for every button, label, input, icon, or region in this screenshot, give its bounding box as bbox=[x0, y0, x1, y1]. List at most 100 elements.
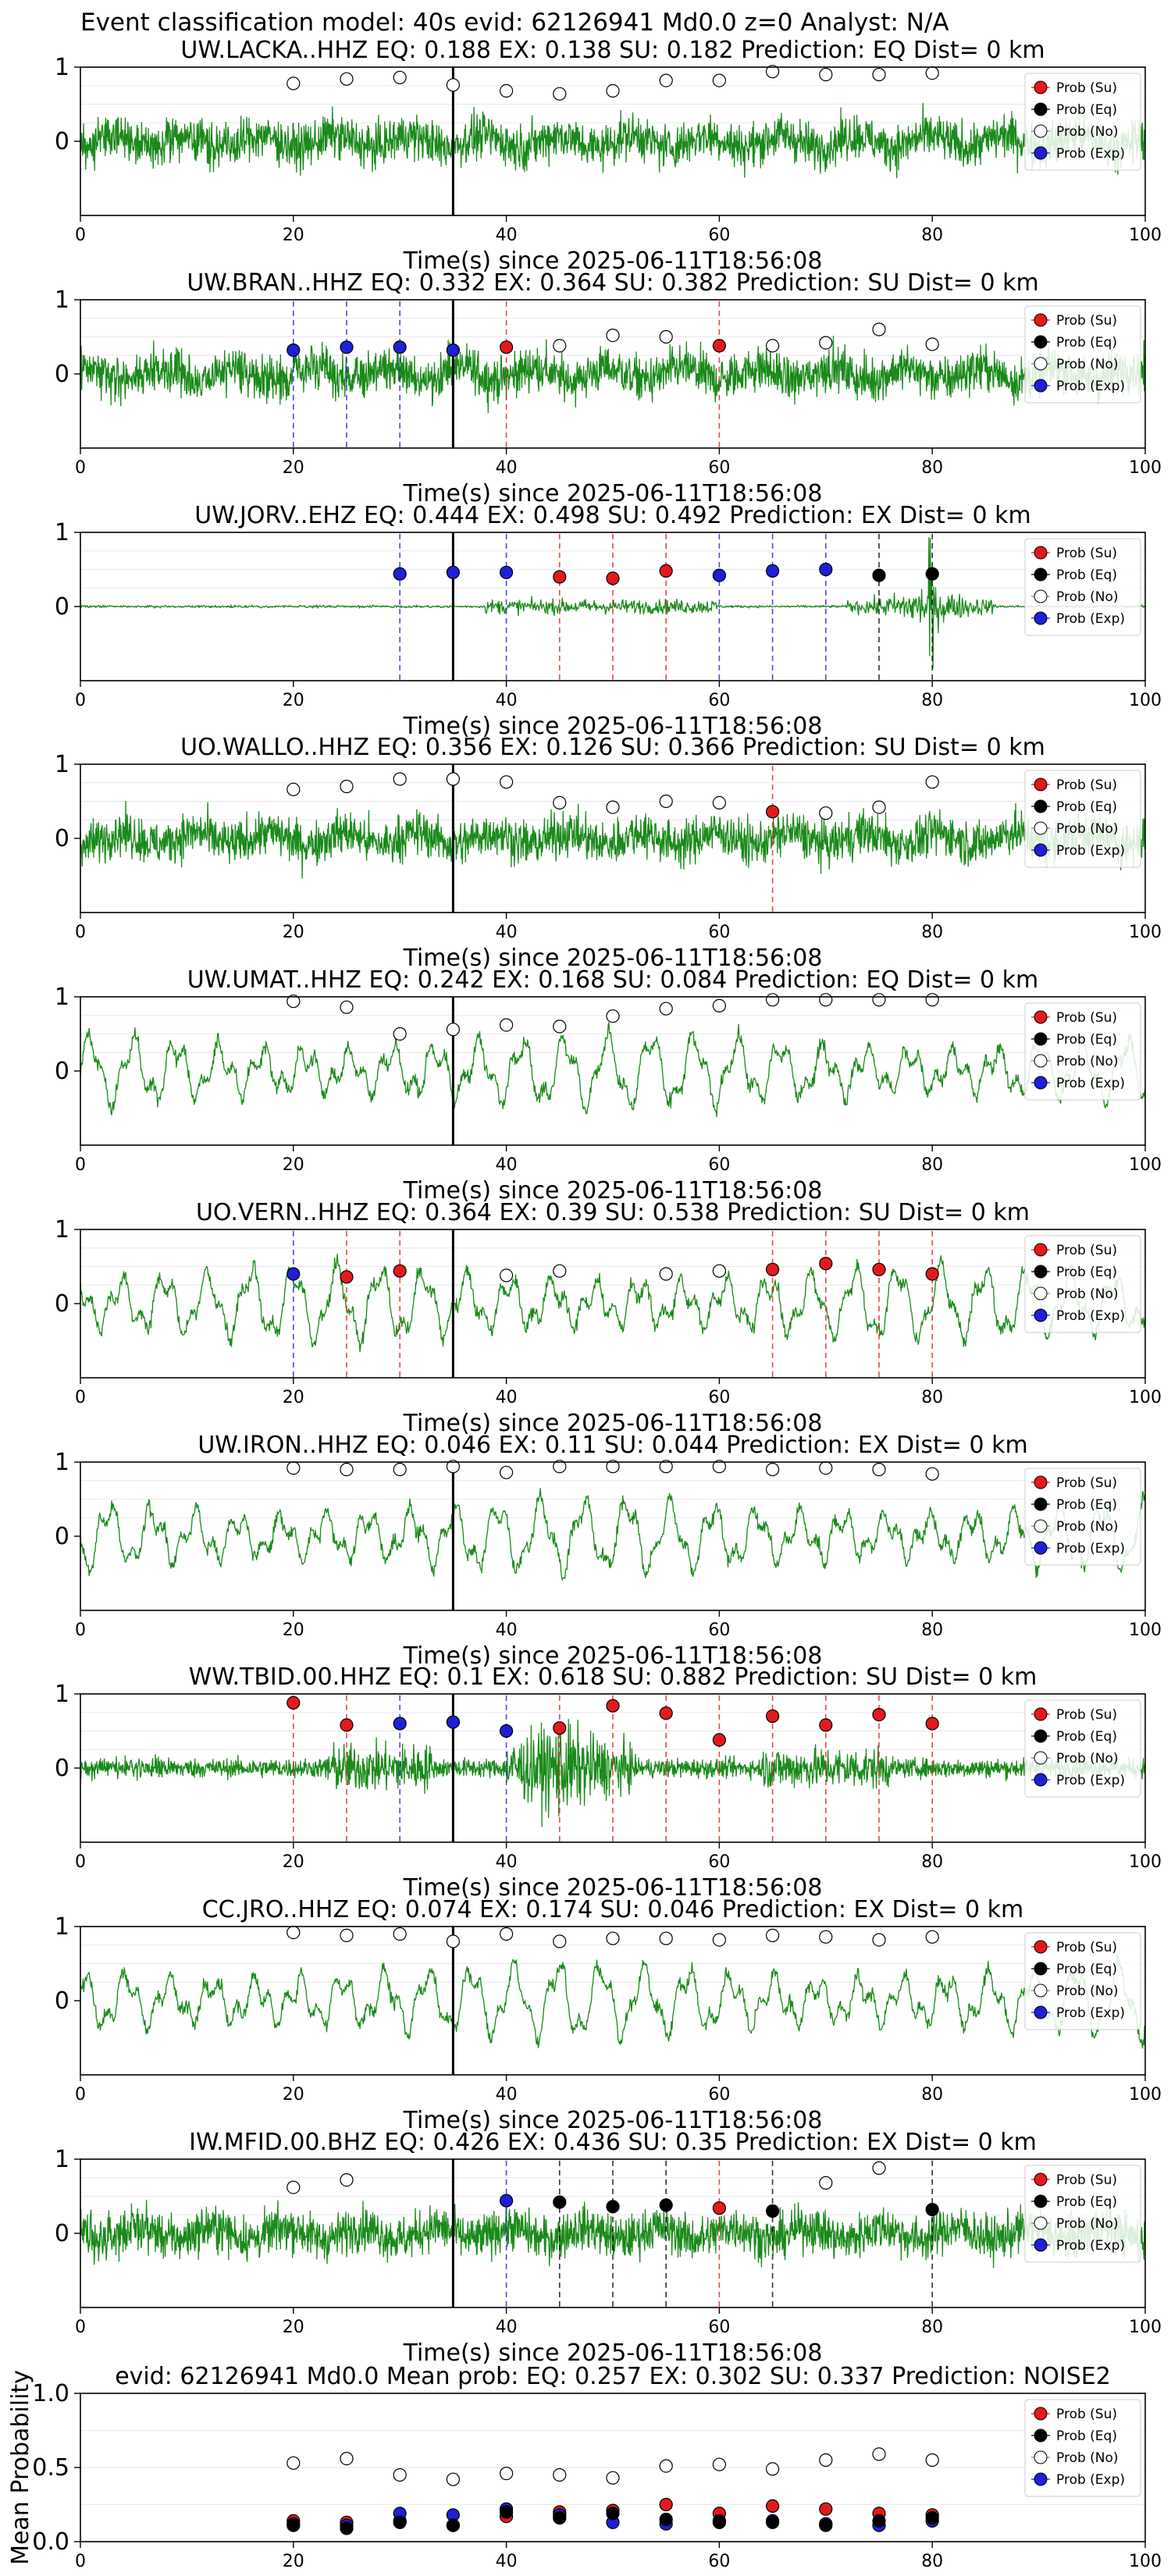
prob-point-exp bbox=[819, 562, 833, 577]
mean-point-eq bbox=[606, 2507, 620, 2521]
prob-point-no bbox=[659, 329, 673, 344]
legend-marker-exp bbox=[1034, 2472, 1048, 2486]
mean-point-su bbox=[765, 2499, 780, 2513]
prob-point-no bbox=[606, 1931, 620, 1945]
legend-marker-no bbox=[1034, 1751, 1048, 1765]
panel-1: UW.LACKA..HHZ EQ: 0.188 EX: 0.138 SU: 0.… bbox=[55, 37, 1162, 275]
mean-point-eq bbox=[872, 2514, 886, 2528]
x-tick-label: 80 bbox=[921, 226, 943, 245]
mean-point-no bbox=[340, 2452, 354, 2466]
x-axis-label: Time(s) since 2025-06-11T18:56:08 bbox=[403, 2107, 823, 2134]
mean-point-no bbox=[925, 2453, 939, 2467]
legend-label-exp: Prob (Exp) bbox=[1056, 1773, 1125, 1788]
legend-box bbox=[1024, 770, 1141, 868]
x-tick-label: 20 bbox=[283, 1388, 304, 1407]
mean-point-eq bbox=[712, 2515, 727, 2529]
legend-label-eq: Prob (Eq) bbox=[1056, 2428, 1117, 2444]
prob-point-su bbox=[765, 1262, 780, 1276]
mean-point-su bbox=[659, 2497, 673, 2512]
prob-point-no bbox=[446, 772, 461, 786]
prob-point-no bbox=[553, 1019, 567, 1034]
legend-marker-no bbox=[1034, 1286, 1048, 1300]
prob-point-no bbox=[765, 993, 780, 1007]
prob-point-no bbox=[712, 795, 727, 810]
y-tick-label: 1 bbox=[55, 519, 69, 546]
legend-marker-eq bbox=[1034, 1729, 1048, 1743]
y-tick-label: 0 bbox=[55, 1290, 69, 1318]
panel-3: UW.JORV..EHZ EQ: 0.444 EX: 0.498 SU: 0.4… bbox=[55, 502, 1162, 740]
x-tick-label: 60 bbox=[708, 691, 730, 710]
waveform-trace bbox=[80, 1953, 1146, 2049]
legend-label-su: Prob (Su) bbox=[1056, 2407, 1117, 2422]
x-axis-label: Time(s) since 2025-06-11T18:56:08 bbox=[403, 1410, 823, 1437]
figure-suptitle: Event classification model: 40s evid: 62… bbox=[80, 9, 949, 37]
prob-point-no bbox=[925, 993, 939, 1007]
prob-point-su bbox=[287, 1695, 301, 1710]
prob-point-no bbox=[393, 772, 407, 786]
legend-marker-exp bbox=[1034, 1773, 1048, 1787]
y-tick-label: 0 bbox=[55, 1058, 69, 1085]
mean-point-eq bbox=[287, 2518, 301, 2532]
legend-marker-eq bbox=[1034, 1265, 1048, 1279]
prob-point-no bbox=[765, 1928, 780, 1942]
legend-marker-no bbox=[1034, 1054, 1048, 1068]
legend-box bbox=[1024, 1235, 1141, 1333]
legend-box bbox=[1024, 1699, 1141, 1798]
x-tick-label: 100 bbox=[1129, 2318, 1162, 2337]
prob-point-su bbox=[499, 340, 514, 354]
prob-point-no bbox=[659, 1002, 673, 1016]
y-tick-label: 0 bbox=[55, 1523, 69, 1550]
prob-point-no bbox=[925, 337, 939, 351]
legend-label-su: Prob (Su) bbox=[1056, 546, 1117, 561]
y-tick-label: 1 bbox=[55, 1216, 69, 1244]
waveform-trace bbox=[80, 1254, 1146, 1353]
legend-label-su: Prob (Su) bbox=[1056, 313, 1117, 329]
x-tick-label: 60 bbox=[708, 2318, 730, 2337]
x-tick-label: 60 bbox=[708, 2552, 730, 2571]
prob-point-no bbox=[872, 1933, 886, 1947]
prob-point-no bbox=[553, 1264, 567, 1278]
prob-point-no bbox=[499, 1465, 514, 1479]
mean-point-eq bbox=[819, 2518, 833, 2532]
x-tick-label: 100 bbox=[1129, 1155, 1162, 1175]
legend-marker-no bbox=[1034, 357, 1048, 371]
prob-point-no bbox=[340, 2173, 354, 2187]
prob-point-no bbox=[925, 66, 939, 80]
x-axis-label: Time(s) since 2025-06-11T18:56:08 bbox=[403, 1177, 823, 1204]
x-tick-label: 20 bbox=[283, 1852, 304, 1872]
prob-point-no bbox=[287, 1461, 301, 1475]
legend-label-eq: Prob (Eq) bbox=[1056, 1729, 1117, 1745]
legend-marker-no bbox=[1034, 124, 1048, 138]
prob-point-no bbox=[712, 1933, 727, 1947]
legend-label-su: Prob (Su) bbox=[1056, 1475, 1117, 1491]
panel-9: CC.JRO..HHZ EQ: 0.074 EX: 0.174 SU: 0.04… bbox=[55, 1896, 1162, 2134]
mean-point-eq bbox=[659, 2512, 673, 2527]
prob-point-no bbox=[553, 795, 567, 810]
prob-point-no bbox=[659, 1931, 673, 1945]
x-tick-label: 0 bbox=[75, 2552, 86, 2571]
x-tick-label: 0 bbox=[75, 458, 86, 478]
legend-label-eq: Prob (Eq) bbox=[1056, 1032, 1117, 1048]
prob-point-exp bbox=[499, 565, 514, 579]
legend-marker-exp bbox=[1034, 146, 1048, 160]
prob-point-no bbox=[499, 775, 514, 789]
panel-title: UO.WALLO..HHZ EQ: 0.356 EX: 0.126 SU: 0.… bbox=[180, 734, 1045, 761]
legend-label-exp: Prob (Exp) bbox=[1056, 2005, 1125, 2021]
prob-point-eq bbox=[925, 2203, 939, 2217]
y-tick-label: 1 bbox=[55, 984, 69, 1011]
x-tick-label: 60 bbox=[708, 1155, 730, 1175]
legend-label-su: Prob (Su) bbox=[1056, 1243, 1117, 1258]
prob-point-su bbox=[712, 1733, 727, 1747]
y-tick-label: 1 bbox=[55, 1681, 69, 1708]
legend-marker-eq bbox=[1034, 1962, 1048, 1976]
x-tick-label: 0 bbox=[75, 226, 86, 245]
x-tick-label: 40 bbox=[496, 1852, 518, 1872]
waveform-trace bbox=[80, 102, 1146, 179]
y-tick-label: 0 bbox=[55, 128, 69, 155]
prob-point-no bbox=[819, 67, 833, 82]
prob-point-eq bbox=[765, 2204, 780, 2218]
prob-point-exp bbox=[446, 1715, 461, 1729]
x-tick-label: 80 bbox=[921, 691, 943, 710]
x-tick-label: 20 bbox=[283, 691, 304, 710]
prob-point-no bbox=[287, 76, 301, 91]
